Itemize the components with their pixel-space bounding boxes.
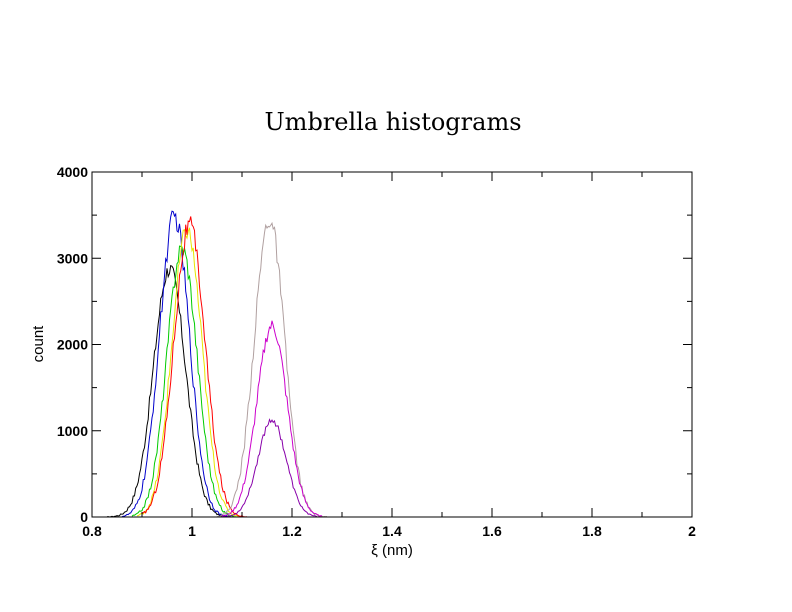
histogram-series-line xyxy=(121,210,233,518)
y-tick-label: 1000 xyxy=(57,423,88,439)
x-tick-label: 1 xyxy=(188,523,196,539)
histogram-series-line xyxy=(106,264,237,518)
y-tick-label: 3000 xyxy=(57,250,88,266)
x-tick-label: 1.2 xyxy=(282,523,302,539)
x-tick-label: 0.8 xyxy=(82,523,102,539)
histogram-series-line xyxy=(226,418,318,518)
x-tick-label: 1.6 xyxy=(482,523,502,539)
histogram-series-line xyxy=(141,216,248,518)
y-tick-label: 0 xyxy=(80,509,88,525)
histogram-series-line xyxy=(221,320,323,517)
chart-title: Umbrella histograms xyxy=(264,108,521,136)
y-tick-label: 4000 xyxy=(57,164,88,180)
plot-frame xyxy=(91,171,693,518)
x-tick-label: 1.8 xyxy=(582,523,602,539)
tick-layer: 0.8 1 1.2 1.4 1.6 1.8 2 0 1000 2000 3000 4000 xyxy=(57,164,696,539)
x-axis-label: ξ (nm) xyxy=(371,542,413,559)
series-layer xyxy=(106,210,328,518)
histogram-series-line xyxy=(136,227,243,518)
histogram-series-line xyxy=(216,221,328,518)
y-tick-label: 2000 xyxy=(57,337,88,353)
y-axis-label: count xyxy=(30,325,47,363)
x-tick-label: 2 xyxy=(688,523,696,539)
x-tick-label: 1.4 xyxy=(382,523,402,539)
